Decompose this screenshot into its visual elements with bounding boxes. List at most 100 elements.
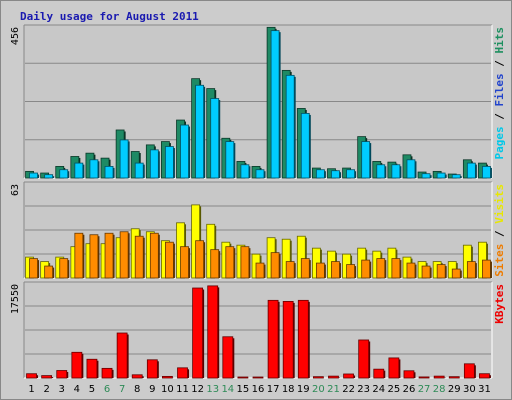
bar-pages-day-22 bbox=[346, 169, 355, 179]
legend-entry: Files bbox=[493, 73, 506, 106]
bar-kbytes-day-9 bbox=[146, 359, 158, 379]
bar-pages-day-25 bbox=[391, 164, 401, 179]
bar-sites-day-11 bbox=[180, 246, 189, 279]
bar-pages-day-1 bbox=[29, 172, 38, 179]
bar-pages-day-31 bbox=[482, 166, 491, 179]
legend-entry: / bbox=[493, 224, 506, 244]
day-label-5: 5 bbox=[89, 384, 95, 395]
bar-sites-day-28 bbox=[436, 264, 446, 279]
bar-sites-day-17 bbox=[270, 252, 280, 279]
bar-kbytes-day-6 bbox=[101, 367, 113, 379]
bar-pages-day-28 bbox=[436, 172, 446, 179]
day-label-20: 20 bbox=[312, 384, 325, 395]
bar-pages-day-17 bbox=[270, 30, 280, 179]
bar-kbytes-day-8 bbox=[131, 374, 143, 379]
day-label-22: 22 bbox=[342, 384, 355, 395]
day-label-28: 28 bbox=[433, 384, 446, 395]
bar-sites-day-1 bbox=[29, 258, 38, 279]
bar-kbytes-day-21 bbox=[328, 375, 339, 379]
day-label-29: 29 bbox=[448, 384, 461, 395]
bar-pages-day-7 bbox=[119, 139, 129, 179]
bar-kbytes-day-13 bbox=[207, 285, 219, 379]
bar-kbytes-day-1 bbox=[26, 373, 37, 379]
panel-kbytes bbox=[23, 281, 493, 379]
day-label-10: 10 bbox=[161, 384, 174, 395]
panel-visits bbox=[23, 181, 493, 279]
bar-kbytes-day-15 bbox=[237, 376, 249, 379]
bar-pages-day-9 bbox=[149, 149, 159, 179]
bar-kbytes-day-5 bbox=[86, 358, 98, 379]
day-label-12: 12 bbox=[191, 384, 204, 395]
day-label-3: 3 bbox=[59, 384, 65, 395]
bar-kbytes-day-31 bbox=[479, 373, 490, 379]
bar-sites-day-6 bbox=[104, 232, 114, 279]
day-label-4: 4 bbox=[74, 384, 80, 395]
bar-pages-day-23 bbox=[361, 141, 371, 179]
bar-kbytes-day-19 bbox=[297, 299, 309, 379]
bar-sites-day-30 bbox=[466, 261, 476, 279]
chart-title: Daily usage for August 2011 bbox=[20, 10, 199, 23]
bar-pages-day-16 bbox=[255, 169, 265, 179]
bar-kbytes-day-11 bbox=[177, 367, 188, 379]
day-label-16: 16 bbox=[252, 384, 265, 395]
bar-kbytes-day-7 bbox=[116, 332, 128, 379]
day-label-31: 31 bbox=[478, 384, 491, 395]
bar-pages-day-3 bbox=[59, 169, 69, 179]
bar-sites-day-27 bbox=[421, 265, 431, 279]
day-label-9: 9 bbox=[149, 384, 155, 395]
bar-kbytes-day-18 bbox=[282, 301, 294, 379]
panel-kbytes-legend: KBytes bbox=[493, 284, 506, 324]
bar-kbytes-day-10 bbox=[162, 375, 173, 379]
bar-pages-day-13 bbox=[210, 98, 220, 179]
day-label-24: 24 bbox=[372, 384, 385, 395]
bar-kbytes-day-12 bbox=[192, 287, 204, 379]
bar-kbytes-day-2 bbox=[41, 375, 53, 379]
bar-sites-day-19 bbox=[300, 258, 310, 279]
bar-pages-day-30 bbox=[466, 162, 476, 179]
panel-hits-max-label: 456 bbox=[10, 27, 21, 45]
day-label-30: 30 bbox=[463, 384, 476, 395]
bar-pages-day-2 bbox=[44, 174, 54, 179]
day-label-27: 27 bbox=[418, 384, 431, 395]
bar-sites-day-21 bbox=[331, 261, 340, 279]
bar-sites-day-26 bbox=[406, 262, 416, 279]
bar-sites-day-23 bbox=[361, 259, 371, 279]
day-label-6: 6 bbox=[104, 384, 110, 395]
bar-sites-day-12 bbox=[195, 240, 205, 279]
bar-kbytes-day-23 bbox=[358, 339, 370, 379]
day-label-25: 25 bbox=[388, 384, 401, 395]
bar-sites-day-24 bbox=[376, 258, 386, 279]
bar-sites-day-29 bbox=[451, 268, 461, 279]
bar-pages-day-19 bbox=[300, 113, 310, 179]
legend-entry: Hits bbox=[493, 27, 506, 54]
bar-pages-day-18 bbox=[285, 74, 295, 179]
bar-sites-day-31 bbox=[482, 259, 491, 279]
panel-visits-max-label: 63 bbox=[10, 184, 21, 196]
legend-entry: KBytes bbox=[493, 284, 506, 324]
bar-sites-day-13 bbox=[210, 249, 220, 279]
day-label-8: 8 bbox=[134, 384, 140, 395]
panel-visits-legend: Sites / Visits bbox=[493, 184, 506, 277]
day-label-17: 17 bbox=[267, 384, 280, 395]
bar-sites-day-16 bbox=[255, 262, 265, 279]
bar-kbytes-day-22 bbox=[343, 373, 354, 379]
legend-entry: Pages bbox=[493, 126, 506, 159]
panel-hits bbox=[23, 24, 493, 179]
bar-kbytes-day-28 bbox=[433, 375, 445, 379]
bar-kbytes-day-3 bbox=[56, 370, 68, 379]
day-label-1: 1 bbox=[28, 384, 34, 395]
bar-kbytes-day-24 bbox=[373, 368, 385, 379]
bar-sites-day-3 bbox=[59, 258, 69, 279]
legend-entry: / bbox=[493, 107, 506, 127]
day-label-18: 18 bbox=[282, 384, 295, 395]
day-label-11: 11 bbox=[176, 384, 189, 395]
bar-pages-day-4 bbox=[74, 162, 84, 179]
day-label-15: 15 bbox=[237, 384, 250, 395]
bar-pages-day-29 bbox=[451, 174, 461, 179]
bar-pages-day-6 bbox=[104, 166, 114, 179]
bar-kbytes-day-30 bbox=[463, 363, 475, 379]
bar-pages-day-8 bbox=[134, 162, 144, 179]
bar-pages-day-12 bbox=[195, 84, 205, 179]
